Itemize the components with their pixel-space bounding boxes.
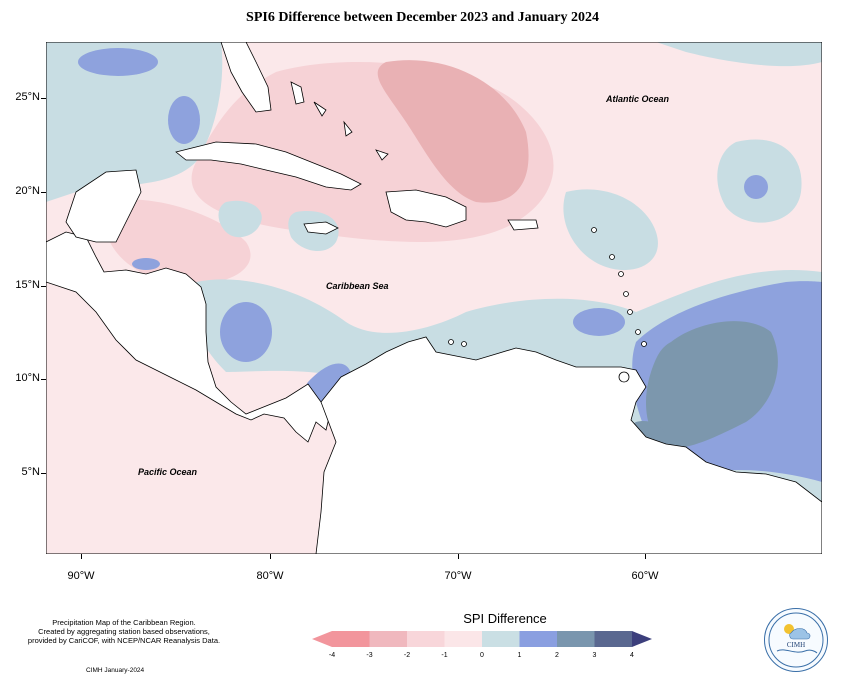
positive-zone-north (656, 42, 822, 67)
positive-1-2-zone-2 (78, 48, 158, 76)
spi-difference-map (46, 42, 822, 554)
lat-label-20n: 20°N (15, 185, 40, 197)
legend-cell (369, 631, 407, 647)
cimh-logo-graphic: CIMH (768, 612, 824, 668)
lat-tick-15n (41, 286, 46, 287)
lat-label-25n: 25°N (15, 91, 40, 103)
land-island-abc-2 (461, 341, 467, 347)
positive-2-3-zone (646, 321, 778, 448)
land-bahamas-4 (375, 149, 389, 161)
legend-arrow-left (312, 631, 332, 647)
legend-title: SPI Difference (463, 611, 547, 626)
land-island-4 (623, 291, 629, 297)
lon-label-90w: 90°W (67, 570, 95, 582)
land-bahamas-3 (343, 120, 353, 137)
land-masses (46, 42, 822, 554)
lat-tick-5n (41, 473, 46, 474)
cimh-date: CIMH January-2024 (86, 667, 145, 674)
lon-label-80w: 80°W (256, 570, 284, 582)
legend-tick-label: 3 (592, 652, 597, 659)
positive-zone-antilles (563, 189, 658, 271)
land-south-america (315, 336, 822, 554)
land-island-7 (641, 341, 647, 347)
logo-text: CIMH (787, 641, 805, 649)
land-island-abc-1 (448, 339, 454, 345)
legend-cell (519, 631, 557, 647)
land-bahamas-1 (290, 81, 305, 105)
land-island-trinidad (618, 371, 630, 383)
caribbean-sea-label: Caribbean Sea (326, 281, 389, 291)
positive-1-2-zone-belize (132, 258, 160, 270)
legend-tick-label: 2 (555, 652, 559, 659)
positive-zone-northwest (46, 42, 223, 202)
positive-1-2-zone-3 (220, 302, 272, 362)
positive-1-2-zone-1 (168, 96, 200, 144)
positive-1-2-zone-5 (573, 308, 625, 336)
legend-cell (332, 631, 370, 647)
lon-tick-80w (270, 554, 271, 559)
pacific-ocean-label: Pacific Ocean (138, 467, 198, 477)
land-cuba (175, 141, 362, 191)
legend-cell (482, 631, 520, 647)
lat-tick-10n (41, 379, 46, 380)
atlantic-ocean-label: Atlantic Ocean (606, 94, 670, 104)
legend-tick-label: -3 (366, 652, 373, 659)
legend-cell (594, 631, 632, 647)
legend-cell (407, 631, 445, 647)
positive-zone-cuba-west (218, 200, 262, 238)
land-island-5 (627, 309, 633, 315)
legend-tick-label: 0 (480, 652, 484, 659)
cimh-logo: CIMH (764, 608, 828, 672)
positive-1-2-zone-4 (744, 175, 768, 199)
lat-label-5n: 5°N (21, 466, 40, 478)
legend-colorbar (312, 631, 652, 647)
lon-tick-90w (81, 554, 82, 559)
land-florida (220, 42, 272, 113)
lat-label-10n: 10°N (15, 372, 40, 384)
lon-label-70w: 70°W (444, 570, 472, 582)
land-bahamas-2 (313, 101, 327, 117)
lat-tick-20n (41, 192, 46, 193)
lon-tick-60w (645, 554, 646, 559)
strong-negative-zone (377, 60, 529, 203)
land-puerto-rico (507, 219, 539, 231)
legend-cell (557, 631, 595, 647)
lon-tick-70w (458, 554, 459, 559)
legend-tick-label: -4 (328, 652, 336, 659)
lon-label-60w: 60°W (631, 570, 659, 582)
credits-line-3: provided by CariCOF, with NCEP/NCAR Rean… (27, 636, 221, 645)
legend-tick-label: -1 (441, 652, 448, 659)
land-hispaniola (385, 189, 467, 228)
legend-tick-label: -2 (403, 652, 411, 659)
land-island-3 (618, 271, 624, 277)
land-jamaica (303, 221, 339, 235)
credits-line-1: Precipitation Map of the Caribbean Regio… (52, 618, 196, 627)
legend-arrow-right (632, 631, 652, 647)
credits-line-2: Created by aggregating station based obs… (38, 627, 210, 636)
land-island-2 (609, 254, 615, 260)
lat-label-15n: 15°N (15, 279, 40, 291)
legend-cell (444, 631, 482, 647)
land-yucatan (65, 169, 142, 243)
legend-tick-label: 4 (630, 652, 634, 659)
credits-text: Precipitation Map of the Caribbean Regio… (14, 618, 234, 645)
lat-tick-25n (41, 98, 46, 99)
legend-tick-label: 1 (517, 652, 522, 659)
land-island-6 (635, 329, 641, 335)
land-island-1 (591, 227, 597, 233)
map-title: SPI6 Difference between December 2023 an… (246, 10, 599, 25)
